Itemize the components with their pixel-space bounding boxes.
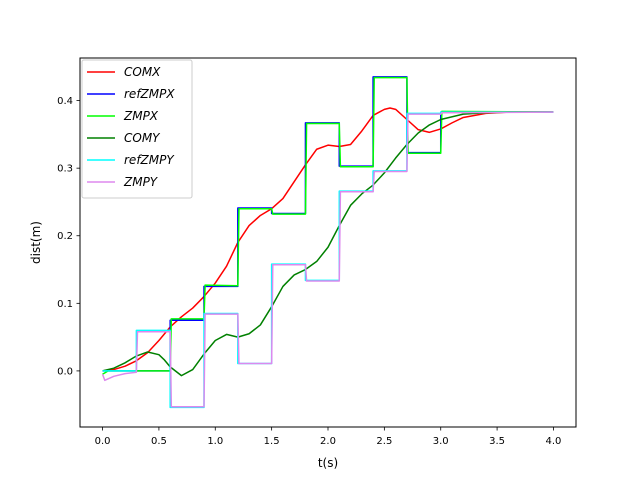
series-line-comy xyxy=(102,111,554,377)
legend-label-comx: COMX xyxy=(124,65,161,79)
x-tick-label: 2.5 xyxy=(376,436,392,447)
legend-label-comy: COMY xyxy=(124,131,161,145)
legend-label-refzmpx: refZMPX xyxy=(124,87,175,101)
series-layer xyxy=(101,76,554,409)
legend-label-refzmpy: refZMPY xyxy=(124,153,175,167)
y-tick-label: 0.4 xyxy=(57,96,73,107)
x-axis-label: t(s) xyxy=(318,456,338,470)
legend-label-zmpy: ZMPY xyxy=(123,175,159,189)
series-line-zmpy xyxy=(101,111,554,408)
x-tick-label: 4.0 xyxy=(546,436,562,447)
y-tick-label: 0.3 xyxy=(57,164,73,175)
x-tick-label: 1.0 xyxy=(207,436,223,447)
y-tick-label: 0.2 xyxy=(57,231,73,242)
legend: COMX refZMPX ZMPX COMY refZMPY ZMPY xyxy=(81,59,193,199)
y-tick-label: 0.1 xyxy=(57,299,73,310)
x-tick-label: 0.5 xyxy=(151,436,167,447)
x-tick-label: 3.5 xyxy=(489,436,505,447)
x-tick-label: 2.0 xyxy=(320,436,336,447)
x-tick-label: 3.0 xyxy=(433,436,449,447)
legend-label-zmpx: ZMPX xyxy=(123,109,159,123)
y-axis-label: dist(m) xyxy=(29,221,43,264)
x-tick-label: 1.5 xyxy=(264,436,280,447)
y-tick-label: 0.0 xyxy=(57,366,73,377)
y-axis: 0.0 0.1 0.2 0.3 0.4 xyxy=(57,96,80,377)
x-tick-label: 0.0 xyxy=(95,436,111,447)
x-axis: 0.0 0.5 1.0 1.5 2.0 2.5 3.0 3.5 4.0 xyxy=(95,427,562,447)
